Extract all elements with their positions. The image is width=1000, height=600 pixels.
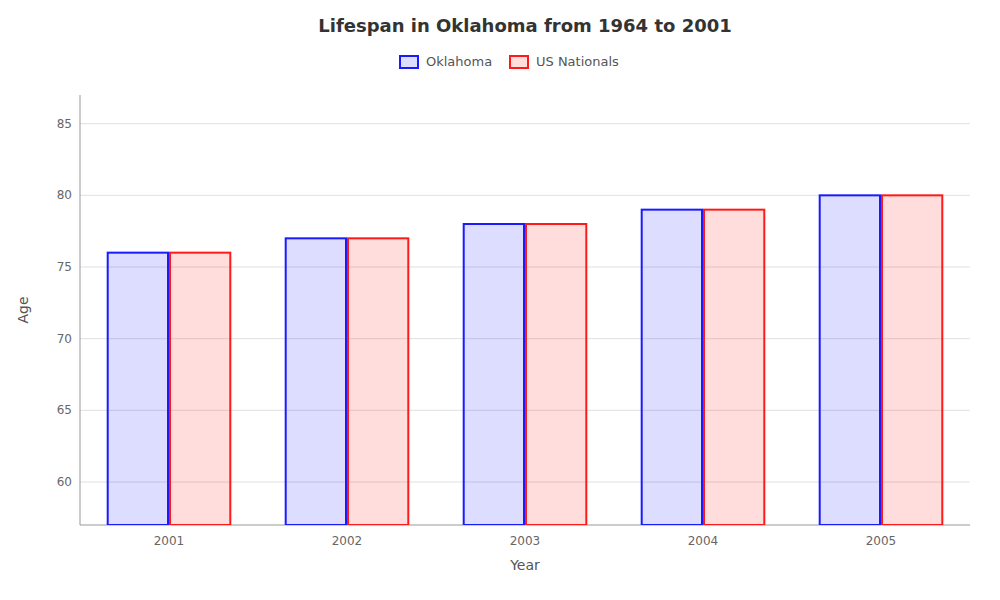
bar <box>170 253 230 525</box>
chart-container: 60 65 70 75 80 85 2001 2002 2003 2004 2005 Lifespan… <box>0 0 1000 600</box>
bar <box>820 195 880 525</box>
y-tick-label: 70 <box>57 332 72 346</box>
legend-swatch <box>510 56 528 68</box>
legend-label: US Nationals <box>536 54 619 69</box>
x-tick-label: 2001 <box>154 534 185 548</box>
y-tick-label: 60 <box>57 475 72 489</box>
x-axis-label: Year <box>509 557 540 573</box>
y-tick-label: 80 <box>57 188 72 202</box>
bar <box>526 224 586 525</box>
grid-line <box>80 123 970 124</box>
y-axis-line <box>80 95 81 525</box>
y-tick-label: 65 <box>57 403 72 417</box>
chart-svg: 60 65 70 75 80 85 2001 2002 2003 2004 2005 Lifespan… <box>0 0 1000 600</box>
bar <box>642 210 702 525</box>
legend: Oklahoma US Nationals <box>400 54 619 69</box>
x-tick-label: 2004 <box>688 534 719 548</box>
title: Lifespan in Oklahoma from 1964 to 2001 <box>318 15 732 36</box>
legend-swatch <box>400 56 418 68</box>
bars <box>108 195 943 525</box>
x-tick-label: 2005 <box>866 534 897 548</box>
x-tick-label: 2002 <box>332 534 363 548</box>
legend-label: Oklahoma <box>426 54 492 69</box>
y-tick-label: 85 <box>57 117 72 131</box>
bar <box>704 210 764 525</box>
bar <box>108 253 168 525</box>
bar <box>286 238 346 525</box>
y-tick-label: 75 <box>57 260 72 274</box>
x-tick-label: 2003 <box>510 534 541 548</box>
bar <box>464 224 524 525</box>
bar <box>882 195 942 525</box>
y-axis-label: Age <box>15 296 31 323</box>
bar <box>348 238 408 525</box>
